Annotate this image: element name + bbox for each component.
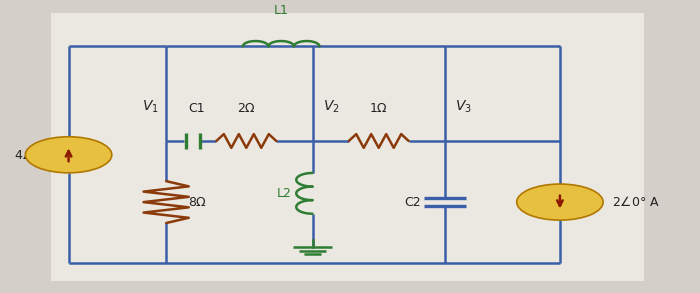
Text: 1Ω: 1Ω (370, 102, 388, 115)
Text: $\mathit{V}_2$: $\mathit{V}_2$ (323, 98, 339, 115)
Text: C2: C2 (404, 196, 421, 209)
Text: $\mathit{V}_3$: $\mathit{V}_3$ (456, 98, 472, 115)
Circle shape (25, 137, 112, 173)
Circle shape (517, 184, 603, 220)
Text: 4$\angle$0° A: 4$\angle$0° A (14, 148, 62, 162)
Text: L1: L1 (274, 4, 288, 17)
Text: C1: C1 (188, 102, 204, 115)
Text: L2: L2 (276, 187, 292, 200)
Text: 8Ω: 8Ω (188, 196, 206, 209)
FancyBboxPatch shape (51, 13, 643, 281)
Text: 2$\angle$0° A: 2$\angle$0° A (612, 195, 660, 209)
Text: $\mathit{V}_1$: $\mathit{V}_1$ (142, 98, 159, 115)
Text: 2Ω: 2Ω (237, 102, 255, 115)
